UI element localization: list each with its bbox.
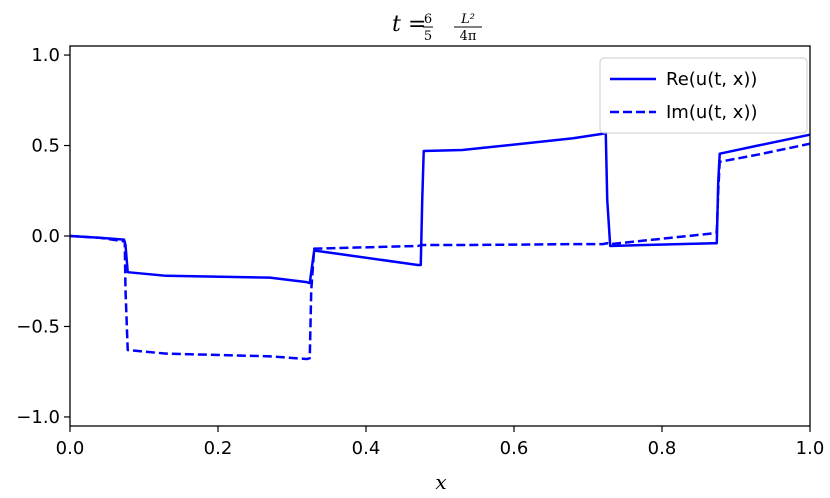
x-tick-label: 0.2 [204,438,233,459]
chart-title: t = 6 5 L² 4π [392,12,482,44]
legend-box [599,57,808,134]
title-frac1-numerator: 6 [424,12,432,27]
legend: Re(u(t, x)) Im(u(t, x)) [599,57,808,134]
title-frac2-numerator: L² [460,12,475,27]
x-tick-label: 0.8 [648,438,677,459]
x-tick-label: 0.0 [56,438,85,459]
x-axis-label: x [435,470,446,494]
title-equals: = [408,12,426,37]
y-tick-label: 1.0 [31,45,60,66]
y-tick-label: −1.0 [16,407,60,428]
title-frac2-denominator: 4π [460,29,477,44]
y-tick-label: 0.0 [31,226,60,247]
y-tick-label: −0.5 [16,316,60,337]
x-tick-label: 0.6 [500,438,529,459]
title-frac1-denominator: 5 [424,29,432,44]
y-tick-label: 0.5 [31,136,60,157]
title-lhs: t [392,12,401,37]
series-layer [69,131,811,361]
axes-layer: 0.0 0.2 0.4 0.6 0.8 1.0 −1.0 −0.5 0.0 0.5 1.0 [16,45,824,459]
series-line-re [69,131,811,285]
legend-label-re: Re(u(t, x)) [666,69,757,90]
series-line-im [69,142,811,361]
legend-label-im: Im(u(t, x)) [666,102,758,123]
x-tick-label: 0.4 [352,438,381,459]
x-tick-label: 1.0 [796,438,825,459]
